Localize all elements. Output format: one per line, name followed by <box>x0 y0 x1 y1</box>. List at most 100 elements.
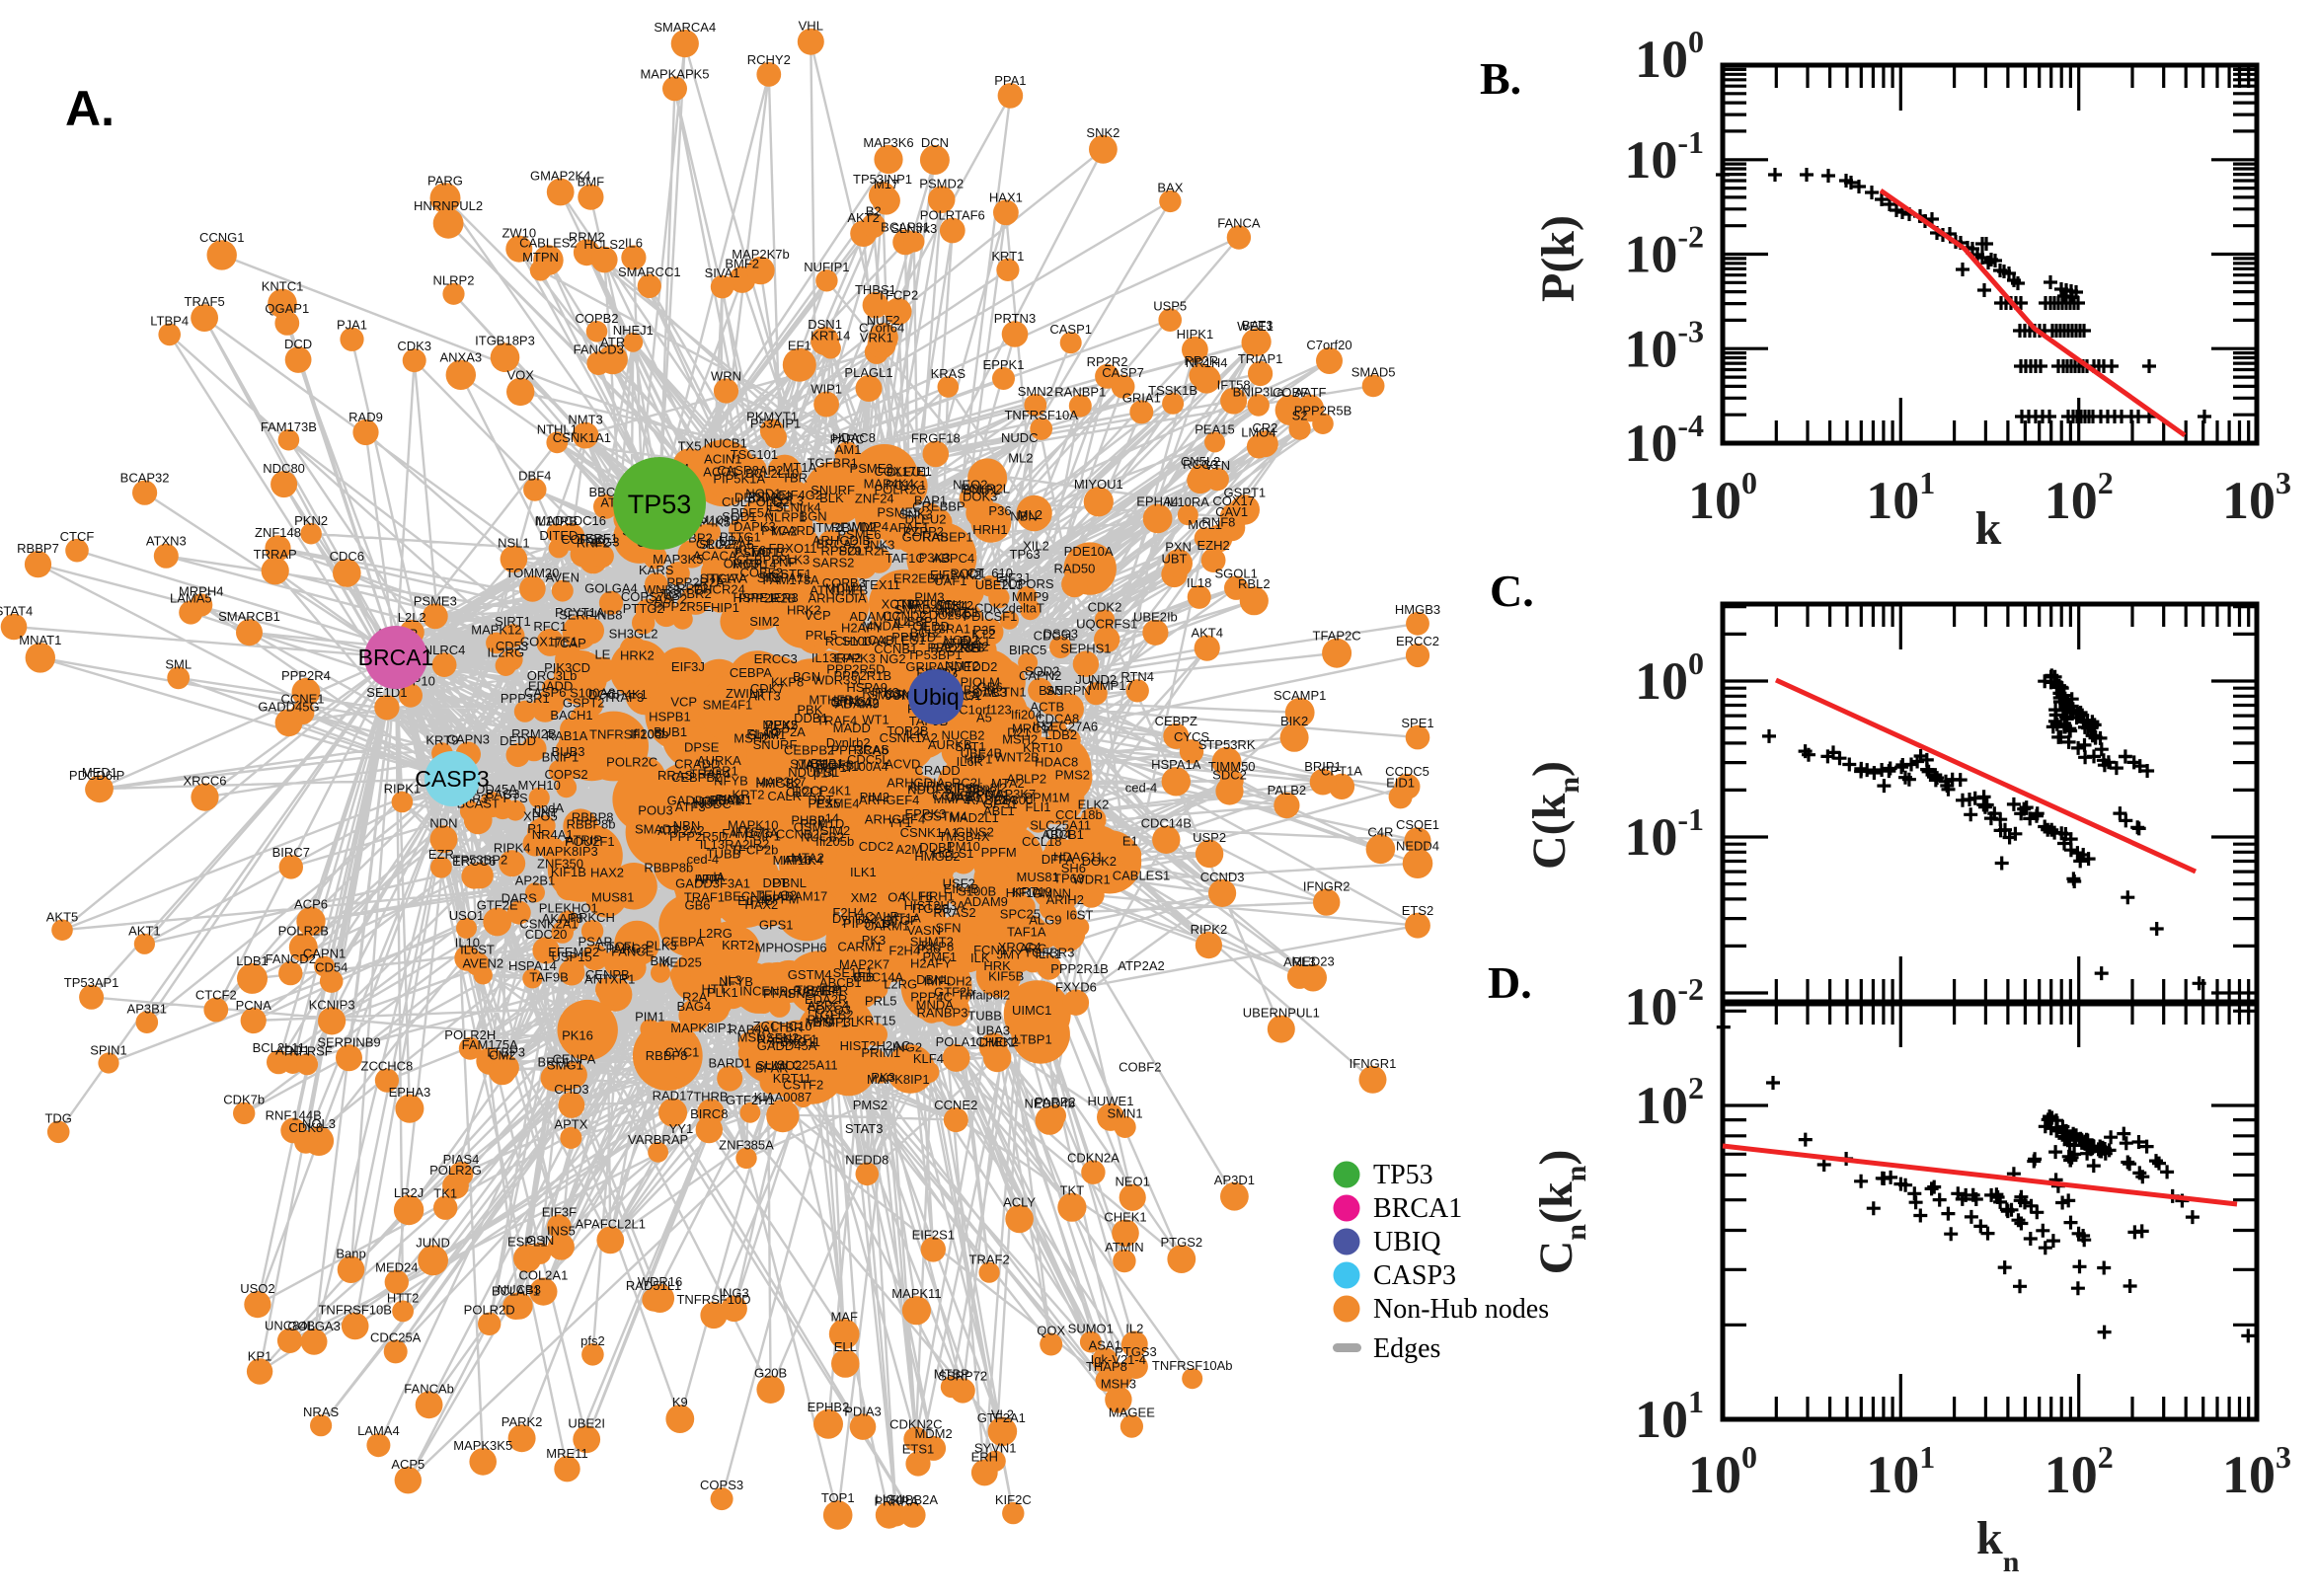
svg-text:MPHOSPH6: MPHOSPH6 <box>755 940 827 954</box>
svg-text:WRN: WRN <box>711 368 741 383</box>
svg-text:GSN: GSN <box>526 1233 554 1248</box>
svg-text:NP: NP <box>779 555 797 570</box>
svg-text:RBBP8: RBBP8 <box>646 1048 688 1063</box>
svg-text:CDK7b: CDK7b <box>223 1093 265 1107</box>
svg-text:NDUFS1: NDUFS1 <box>907 782 959 797</box>
svg-text:PC1K1: PC1K1 <box>886 478 926 493</box>
svg-text:npdA: npdA <box>695 870 726 884</box>
svg-text:RAD23B: RAD23B <box>930 641 980 655</box>
svg-text:SMN1: SMN1 <box>1108 1106 1143 1121</box>
svg-text:CDK8: CDK8 <box>289 1120 324 1135</box>
svg-text:ZNF350: ZNF350 <box>537 857 583 872</box>
svg-text:PEA15: PEA15 <box>1195 421 1234 436</box>
svg-text:PPFM: PPFM <box>763 892 799 907</box>
svg-text:HAX2: HAX2 <box>590 866 624 880</box>
svg-text:GSPT1: GSPT1 <box>1223 485 1266 499</box>
svg-text:HIF1A: HIF1A <box>1006 885 1042 900</box>
svg-text:PK16: PK16 <box>562 1027 593 1042</box>
svg-text:HIST2H2AC: HIST2H2AC <box>840 1038 911 1053</box>
svg-text:PPM1D: PPM1D <box>891 630 936 645</box>
svg-text:TERF1: TERF1 <box>578 531 618 546</box>
svg-text:ETS2: ETS2 <box>1402 903 1434 918</box>
svg-text:TBR: TBR <box>782 471 808 486</box>
svg-text:MDM4: MDM4 <box>825 580 863 595</box>
svg-text:ABCB1: ABCB1 <box>1042 827 1084 842</box>
svg-text:NFYB: NFYB <box>719 974 753 989</box>
svg-text:LTBP1: LTBP1 <box>1014 1031 1052 1046</box>
svg-text:ATF3: ATF3 <box>675 799 706 814</box>
svg-text:SARS2: SARS2 <box>812 556 855 570</box>
svg-text:RRM2: RRM2 <box>569 229 605 244</box>
svg-text:NRAS: NRAS <box>303 1405 339 1419</box>
svg-text:EPPK3: EPPK3 <box>904 806 946 821</box>
svg-text:IL6: IL6 <box>625 235 643 250</box>
svg-text:RNF8: RNF8 <box>1201 515 1235 530</box>
svg-text:SNRPN: SNRPN <box>1045 683 1091 698</box>
svg-text:MUS81: MUS81 <box>1017 870 1059 884</box>
svg-text:CCND2: CCND2 <box>883 608 927 623</box>
svg-text:P36: P36 <box>988 503 1011 518</box>
svg-text:TP53INP1: TP53INP1 <box>853 172 912 187</box>
svg-text:ATN1HEB: ATN1HEB <box>810 583 868 598</box>
svg-text:PPP2R5B: PPP2R5B <box>1294 403 1352 418</box>
svg-text:HIP1: HIP1 <box>964 751 992 766</box>
svg-text:ADAM17: ADAM17 <box>849 609 900 624</box>
svg-text:USP2: USP2 <box>1193 830 1226 845</box>
svg-text:TUBB: TUBB <box>967 1009 1002 1024</box>
svg-text:CREBBP: CREBBP <box>912 499 965 514</box>
svg-text:NSL1: NSL1 <box>498 536 530 551</box>
svg-text:COPS3: COPS3 <box>700 1478 743 1492</box>
svg-text:RANBP1: RANBP1 <box>1054 385 1106 400</box>
svg-text:CDK2deltaT: CDK2deltaT <box>974 601 1044 616</box>
svg-text:DCTN1: DCTN1 <box>983 684 1026 699</box>
svg-text:CASP2: CASP2 <box>646 592 688 607</box>
svg-text:GTF2H1: GTF2H1 <box>726 1093 775 1107</box>
svg-text:EID1: EID1 <box>1386 775 1415 790</box>
svg-text:KLF6: KLF6 <box>735 543 766 558</box>
svg-text:PALB2: PALB2 <box>1268 783 1307 798</box>
svg-text:KT2: KT2 <box>971 627 995 642</box>
svg-text:APLP2: APLP2 <box>1007 772 1046 787</box>
svg-text:D21: D21 <box>1007 724 1031 739</box>
svg-text:KRT1: KRT1 <box>991 249 1024 264</box>
svg-text:CSTF2: CSTF2 <box>783 1077 823 1092</box>
svg-text:MAGEE: MAGEE <box>1109 1406 1155 1420</box>
svg-text:ShrM1: ShrM1 <box>748 727 786 742</box>
svg-text:S2: S2 <box>1292 409 1308 423</box>
svg-text:BRCA1: BRCA1 <box>358 645 434 670</box>
svg-text:NLRC4: NLRC4 <box>424 643 466 657</box>
svg-text:HCLS2: HCLS2 <box>583 237 625 252</box>
svg-text:DCN: DCN <box>921 135 949 150</box>
svg-text:SLNtrk3: SLNtrk3 <box>890 221 937 236</box>
svg-text:PIP5K1A: PIP5K1A <box>843 916 895 931</box>
svg-text:GSTM4: GSTM4 <box>788 967 832 982</box>
svg-text:ABPC4: ABPC4 <box>933 551 975 566</box>
svg-text:IL18: IL18 <box>1187 575 1211 590</box>
svg-text:CDK7: CDK7 <box>750 681 785 696</box>
svg-text:COPB2: COPB2 <box>575 311 618 326</box>
svg-text:DARS: DARS <box>502 891 537 906</box>
svg-text:EPHA4: EPHA4 <box>1136 494 1179 509</box>
svg-text:KARS: KARS <box>639 563 674 577</box>
svg-text:GSTM4: GSTM4 <box>923 808 967 823</box>
svg-text:TAF1C: TAF1C <box>886 551 925 566</box>
svg-text:SCAMP1: SCAMP1 <box>1274 688 1326 703</box>
svg-text:CYC1: CYC1 <box>665 1045 700 1060</box>
svg-text:Ifi204: Ifi204 <box>1011 708 1042 722</box>
svg-text:POLR2C: POLR2C <box>874 482 925 496</box>
svg-text:SMAD5: SMAD5 <box>1351 365 1396 380</box>
svg-text:POLA1: POLA1 <box>936 1034 977 1049</box>
svg-text:EPPK1: EPPK1 <box>983 357 1025 372</box>
svg-text:TRIAP1: TRIAP1 <box>1238 351 1283 366</box>
svg-text:VTN: VTN <box>1204 458 1230 473</box>
svg-text:CDC2: CDC2 <box>859 839 893 854</box>
svg-text:CCNB2: CCNB2 <box>776 826 819 841</box>
svg-text:STP53RK: STP53RK <box>1198 737 1256 752</box>
svg-text:MYST1: MYST1 <box>806 1015 848 1029</box>
svg-text:A.: A. <box>65 81 115 136</box>
svg-text:TP53AP1: TP53AP1 <box>64 975 119 990</box>
svg-text:UIMC1: UIMC1 <box>1012 1003 1051 1018</box>
svg-text:MED23: MED23 <box>1291 954 1334 969</box>
svg-text:RTN4: RTN4 <box>1120 669 1154 684</box>
svg-text:MAP4K4: MAP4K4 <box>864 476 914 491</box>
